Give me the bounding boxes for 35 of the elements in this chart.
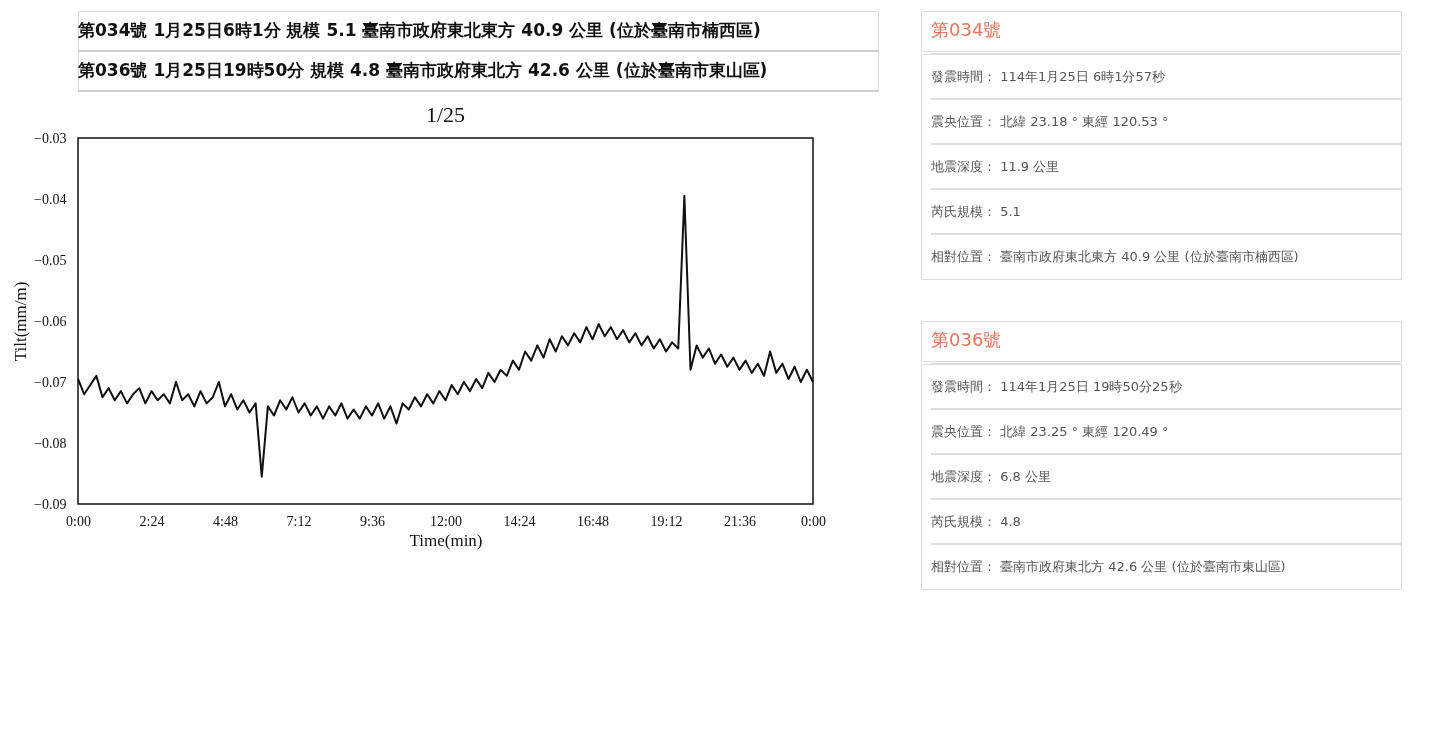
text: 第034號: [931, 19, 1002, 40]
y-tick-label: −0.05: [34, 252, 67, 268]
text: 第036號: [931, 329, 1002, 350]
x-tick-label: 4:48: [213, 513, 238, 529]
text: 發震時間： 114年1月25日 19時50分25秒: [931, 378, 1182, 394]
text: 芮氏規模： 5.1: [931, 203, 1021, 219]
text: 相對位置： 臺南市政府東北東方 40.9 公里 (位於臺南市楠西區): [931, 248, 1299, 264]
text: 芮氏規模： 4.8: [931, 513, 1021, 529]
x-tick-label: 16:48: [577, 513, 609, 529]
x-tick-label: 2:24: [139, 513, 165, 529]
chart-title: 1/25: [425, 102, 466, 127]
y-tick-label: −0.03: [34, 130, 67, 146]
text: 地震深度： 11.9 公里: [930, 158, 1060, 174]
text: 第034號 1月25日6時1分 規模 5.1 臺南市政府東北東方 40.9 公里 (位於臺南市楠西區): [77, 20, 761, 40]
y-tick-label: −0.07: [34, 374, 67, 390]
text: 震央位置： 北緯 23.18 ° 東經 120.53 °: [931, 113, 1169, 129]
text: 地震深度： 6.8 公里: [930, 468, 1051, 484]
x-tick-label: 12:00: [430, 513, 462, 529]
y-tick-label: −0.08: [34, 435, 67, 451]
text: 發震時間： 114年1月25日 6時1分57秒: [931, 68, 1165, 84]
x-tick-label: 9:36: [360, 513, 385, 529]
y-tick-label: −0.06: [34, 313, 67, 329]
y-tick-label: −0.09: [34, 496, 67, 512]
text: 第036號 1月25日19時50分 規模 4.8 臺南市政府東北方 42.6 公里 (位於臺南市東山區): [77, 60, 768, 80]
text: 相對位置： 臺南市政府東北方 42.6 公里 (位於臺南市東山區): [931, 558, 1286, 574]
x-tick-label: 21:36: [724, 513, 756, 529]
x-tick-label: 0:00: [801, 513, 826, 529]
x-tick-label: 7:12: [286, 513, 312, 529]
text: 震央位置： 北緯 23.25 ° 東經 120.49 °: [931, 423, 1169, 439]
y-tick-label: −0.04: [34, 191, 67, 207]
x-axis-title: Time(min): [409, 530, 483, 550]
x-tick-label: 14:24: [503, 513, 536, 529]
y-axis-title: Tilt(mm/m): [11, 281, 31, 362]
x-tick-label: 19:12: [650, 513, 683, 529]
x-tick-label: 0:00: [66, 513, 91, 529]
